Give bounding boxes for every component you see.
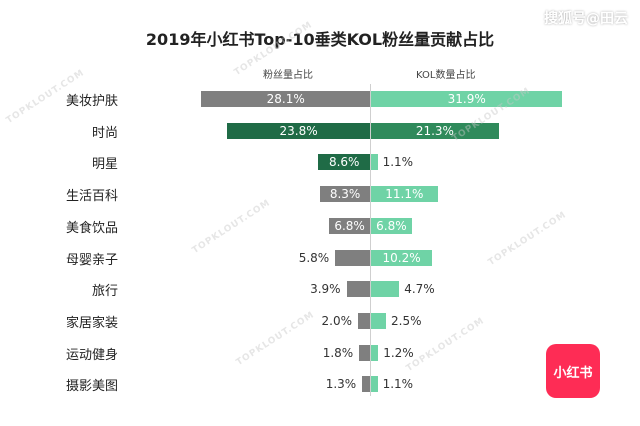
category-label: 旅行 bbox=[91, 284, 118, 299]
label-fans-share: 1.3% bbox=[325, 377, 357, 391]
bar-kol-share bbox=[371, 345, 379, 361]
xiaohongshu-logo: 小红书 bbox=[546, 344, 600, 398]
category-label: 生活百科 bbox=[65, 189, 118, 204]
bar-fans-share bbox=[335, 250, 370, 266]
label-fans-share: 6.8% bbox=[334, 219, 365, 233]
bar-fans-share bbox=[201, 91, 370, 107]
category-label: 运动健身 bbox=[65, 348, 118, 363]
category-label: 时尚 bbox=[91, 126, 118, 141]
source-watermark: 搜狐号@田云 bbox=[544, 11, 628, 27]
bar-fans-share bbox=[359, 345, 370, 361]
bar-fans-share bbox=[318, 154, 370, 170]
label-fans-share: 8.3% bbox=[329, 187, 361, 201]
bar-fans-share bbox=[358, 313, 370, 329]
label-fans-share: 1.8% bbox=[322, 346, 354, 360]
category-label: 摄影美图 bbox=[65, 379, 118, 394]
bar-fans-share bbox=[227, 123, 370, 139]
label-kol-share: 10.2% bbox=[382, 251, 421, 265]
bar-fans-share bbox=[320, 186, 370, 202]
label-kol-share: 1.2% bbox=[383, 346, 414, 360]
label-fans-share: 3.9% bbox=[310, 282, 341, 296]
category-label: 美妆护肤 bbox=[65, 94, 118, 109]
bar-kol-share bbox=[371, 218, 412, 234]
label-kol-share: 1.1% bbox=[382, 155, 414, 169]
bar-fans-share bbox=[346, 281, 370, 297]
label-fans-share: 5.8% bbox=[298, 251, 330, 265]
bar-kol-share bbox=[371, 376, 378, 392]
center-axis bbox=[370, 84, 371, 396]
label-kol-share: 6.8% bbox=[376, 219, 407, 233]
category-label: 家居家装 bbox=[65, 316, 118, 331]
legend-kol-share: KOL数量占比 bbox=[416, 70, 476, 81]
bar-kol-share bbox=[371, 313, 386, 329]
bar-kol-share bbox=[371, 250, 433, 266]
bar-kol-share bbox=[371, 91, 563, 107]
bar-kol-share bbox=[371, 186, 438, 202]
label-fans-share: 23.8% bbox=[279, 124, 318, 138]
label-kol-share: 2.5% bbox=[391, 314, 422, 328]
label-fans-share: 2.0% bbox=[321, 314, 353, 328]
category-label: 美食饮品 bbox=[65, 221, 118, 236]
category-label: 母婴亲子 bbox=[65, 253, 118, 268]
bar-kol-share bbox=[371, 281, 400, 297]
bar-fans-share bbox=[362, 376, 370, 392]
watermark-stamp-4: TOPKLOUT.COM bbox=[190, 197, 273, 257]
label-kol-share: 4.7% bbox=[404, 282, 435, 296]
watermark-stamp-5: TOPKLOUT.COM bbox=[486, 209, 569, 269]
category-label: 明星 bbox=[91, 157, 118, 172]
label-kol-share: 21.3% bbox=[415, 124, 454, 138]
bar-fans-share bbox=[329, 218, 370, 234]
chart-title: 2019年小红书Top-10垂类KOL粉丝量贡献占比 bbox=[145, 30, 495, 49]
bar-kol-share bbox=[371, 123, 499, 139]
label-kol-share: 1.1% bbox=[382, 377, 414, 391]
logo-text: 小红书 bbox=[553, 365, 593, 381]
label-fans-share: 8.6% bbox=[328, 155, 360, 169]
bar-kol-share bbox=[371, 154, 378, 170]
label-kol-share: 31.9% bbox=[447, 92, 486, 106]
label-fans-share: 28.1% bbox=[266, 92, 305, 106]
legend-fans-share: 粉丝量占比 bbox=[263, 70, 313, 81]
label-kol-share: 11.1% bbox=[385, 187, 424, 201]
